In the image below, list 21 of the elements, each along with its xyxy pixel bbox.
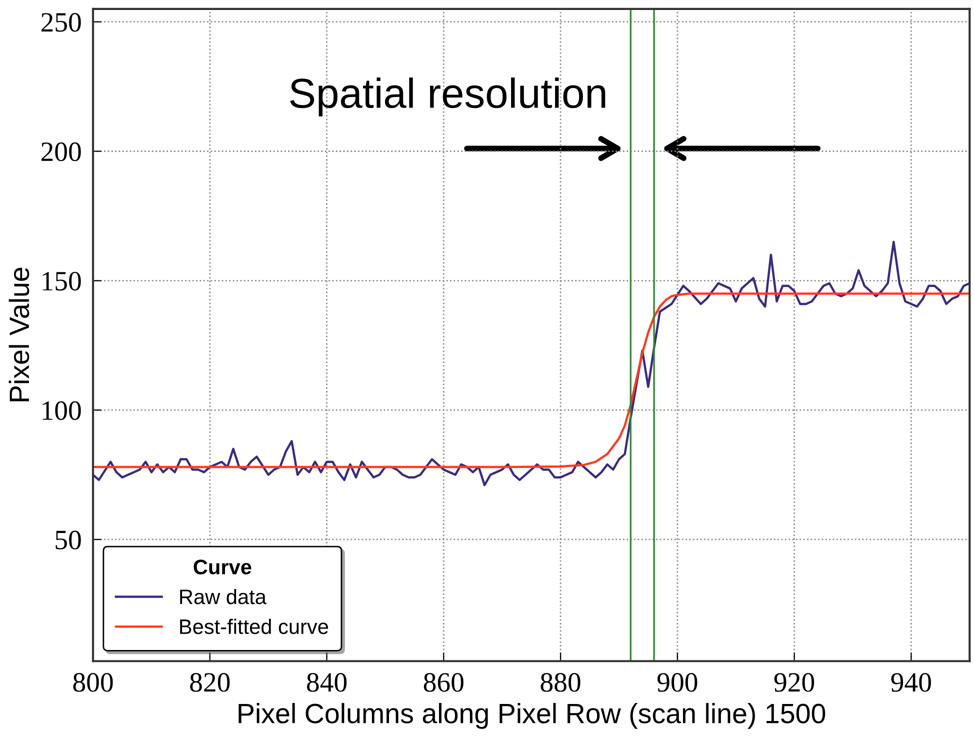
annotation: Spatial resolution	[290, 78, 606, 116]
legend-label: Best-fitted curve	[180, 618, 328, 634]
x-tick-label: 900	[657, 673, 698, 692]
y-tick-label: 250	[41, 13, 81, 32]
x-tick-label: 860	[424, 673, 464, 692]
legend-title: Curve	[194, 560, 252, 574]
x-tick-label: 840	[307, 673, 347, 692]
x-tick-label: 920	[774, 673, 814, 692]
x-tick-label: 800	[73, 673, 113, 692]
y-tick-label: 100	[42, 401, 81, 420]
legend-label: Raw data	[180, 588, 266, 604]
y-tick-label: 200	[41, 142, 81, 162]
y-tick-label: 50	[56, 530, 81, 550]
y-tick-label: 150	[42, 272, 81, 291]
x-tick-label: 820	[190, 673, 230, 692]
x-tick-label: 880	[540, 673, 580, 692]
line-series	[93, 292, 970, 468]
y-axis-title: Pixel Value	[8, 268, 30, 402]
x-axis-title: Pixel Columns along Pixel Row (scan line) 1500	[238, 702, 826, 729]
line-series	[93, 240, 970, 486]
x-tick-label: 940	[891, 673, 931, 692]
